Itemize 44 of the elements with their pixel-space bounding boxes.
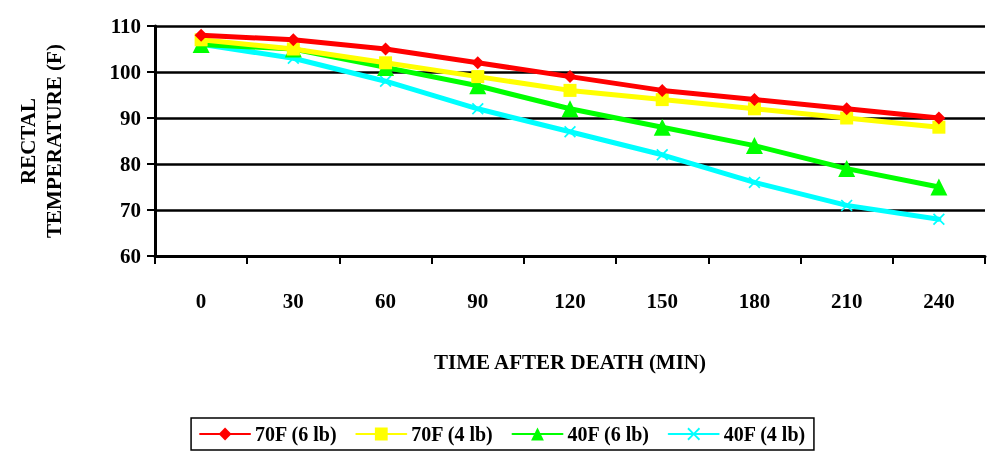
point [379,42,393,56]
x-tick-label: 60 [375,288,397,313]
point [838,160,856,178]
point [932,111,946,125]
x-tick-label: 90 [467,288,489,313]
y-axis-title: RECTAL TEMPERATURE (F) [16,44,66,238]
point [932,213,945,226]
legend-label: 70F (4 lb) [411,423,493,446]
y-tick-label: 110 [110,14,141,38]
legend-label: 40F (6 lb) [567,423,649,446]
point [471,102,484,115]
point [563,83,577,97]
point [748,176,761,189]
y-tick-label: 100 [109,60,141,84]
point [561,100,579,118]
point [840,111,854,125]
point [563,70,577,84]
point [653,118,671,136]
y-tick-label: 90 [120,106,141,130]
point [930,178,948,196]
point [194,28,208,42]
point [840,102,854,116]
point [745,137,763,155]
x-tick-label: 120 [554,288,586,313]
point [471,70,485,84]
y-tick-label: 80 [120,152,141,176]
x-tick-label: 240 [923,288,955,313]
x-tick-label: 180 [738,288,771,313]
x-tick-label: 210 [830,288,863,313]
y-tick-label: 70 [120,198,141,222]
legend-label: 70F (6 lb) [255,423,337,446]
point [840,199,853,212]
x-tick-label: 30 [282,288,304,313]
x-axis-title: TIME AFTER DEATH (MIN) [433,349,707,374]
point [471,56,485,70]
point [747,93,761,107]
point [655,83,669,97]
point [932,120,946,134]
x-tick-label: 150 [646,288,678,313]
point [379,56,393,70]
x-tick-label: 0 [195,288,207,313]
legend-label: 40F (4 lb) [723,423,806,446]
y-tick-label: 60 [120,244,141,268]
point [656,148,669,161]
